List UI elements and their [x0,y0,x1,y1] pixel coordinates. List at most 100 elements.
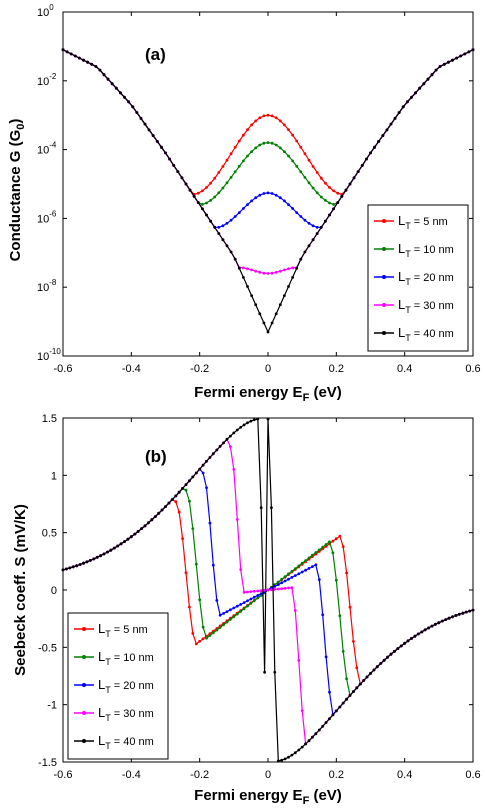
a-series-point [110,82,114,86]
b-series-point [147,521,150,525]
b-legend-label: LT = 20 nm [98,677,154,695]
b-series-point [304,742,307,746]
b-series-point [273,587,277,591]
a-series-point [217,232,221,235]
a-series-point [254,303,258,307]
a-y-tick-label: 10-8 [37,278,57,294]
a-series-point [250,123,254,127]
a-series-point [311,224,315,228]
b-series-point [229,608,232,612]
b-series-point [194,642,198,646]
a-series-point [287,154,290,158]
a-series-point [274,193,278,197]
b-series-point [355,686,359,690]
b-series-point [314,732,318,736]
a-series-point [246,285,249,288]
a-legend-marker [382,275,386,279]
b-series-point [208,456,212,459]
a-series-point [196,201,200,205]
a-x-tick-label: 0.4 [397,363,412,375]
b-series-point [307,739,311,743]
b-series-point [174,500,178,504]
a-series-point [332,189,335,193]
a-series-point [467,50,471,54]
b-y-ticks: 1.5 1 0.5 0 -0.5 -1 -1.5 [38,413,473,769]
a-series-point [299,257,303,261]
b-series-point [334,578,338,582]
b-y-axis-label: Seebeck coeff. S (mV/K) [12,504,29,676]
b-series-point [434,622,437,626]
b-legend-label: LT = 10 nm [98,649,154,667]
b-series-point [273,585,277,588]
b-series-point [430,624,434,628]
a-series-point [295,164,299,168]
b-series-point [372,668,376,672]
b-series-point [239,603,243,606]
b-series-point [256,596,260,600]
a-series-point [98,68,102,72]
b-legend-marker [82,655,86,659]
b-series-point [181,537,185,540]
b-series-group [61,417,475,763]
b-series-point [184,571,188,575]
b-series-point [259,592,263,595]
b-series-point [211,452,215,456]
a-series-point [307,221,311,225]
a-series-point [270,114,274,118]
b-series-point [201,625,205,629]
a-x-ticks: -0.6 -0.4 -0.2 0 0.2 0.4 0.6 [54,12,481,375]
a-series-point [447,60,450,64]
b-series-point [208,634,212,637]
b-series-point [78,563,82,566]
a-series-point [143,122,147,126]
b-series-point [246,421,249,425]
a-series-point [160,145,163,149]
b-series-point [276,587,280,591]
a-series-point [328,213,331,217]
a-series-point [311,186,315,190]
a-series-point [225,181,229,185]
a-series-point [270,141,274,145]
a-series-point [278,119,282,123]
b-series-point [229,618,232,621]
a-series-point [295,266,299,270]
b-series-point [256,589,260,593]
b-series-point [167,501,171,505]
b-x-tick-label: -0.2 [190,769,209,781]
a-series-point [299,215,303,218]
b-series-point [440,619,444,623]
b-series-point [283,579,287,583]
b-legend: LT = 5 nm LT = 10 nm LT = 20 nm LT = 30 nm L… [67,612,169,760]
a-series-point [135,111,139,114]
panel-b: -0.6 -0.4 -0.2 0 0.2 0.4 0.6 1.5 1 0.5 0 -0.5 -1 -1.… [12,413,481,807]
a-series-point [217,171,221,174]
b-series-point [191,632,195,635]
b-y-tick-label: -1 [47,700,57,712]
a-series-point [393,116,397,120]
a-series-point [258,116,262,120]
b-legend-label: LT = 30 nm [98,705,154,723]
b-series-point [201,637,205,641]
b-series-point [232,606,236,610]
a-series-point [287,128,290,132]
b-series-point [287,572,290,576]
b-series-point [287,577,290,581]
a-series-point [278,303,282,307]
a-series-point [365,157,368,161]
b-series-point [177,490,181,494]
a-series-point [307,181,311,185]
a-series-point [217,191,221,195]
b-legend-label: LT = 40 nm [98,733,154,751]
a-series-point [434,68,438,72]
b-series-point [191,475,195,479]
b-series-point [239,425,243,429]
a-x-tick-label: -0.2 [190,363,209,375]
b-series-point [393,650,396,653]
b-series-point [307,567,311,570]
a-series-point [250,199,254,203]
b-series-point [188,499,191,503]
a-series-point [274,143,278,147]
a-series-point [250,294,254,297]
b-series-point [229,434,232,438]
b-series-point [287,755,290,759]
